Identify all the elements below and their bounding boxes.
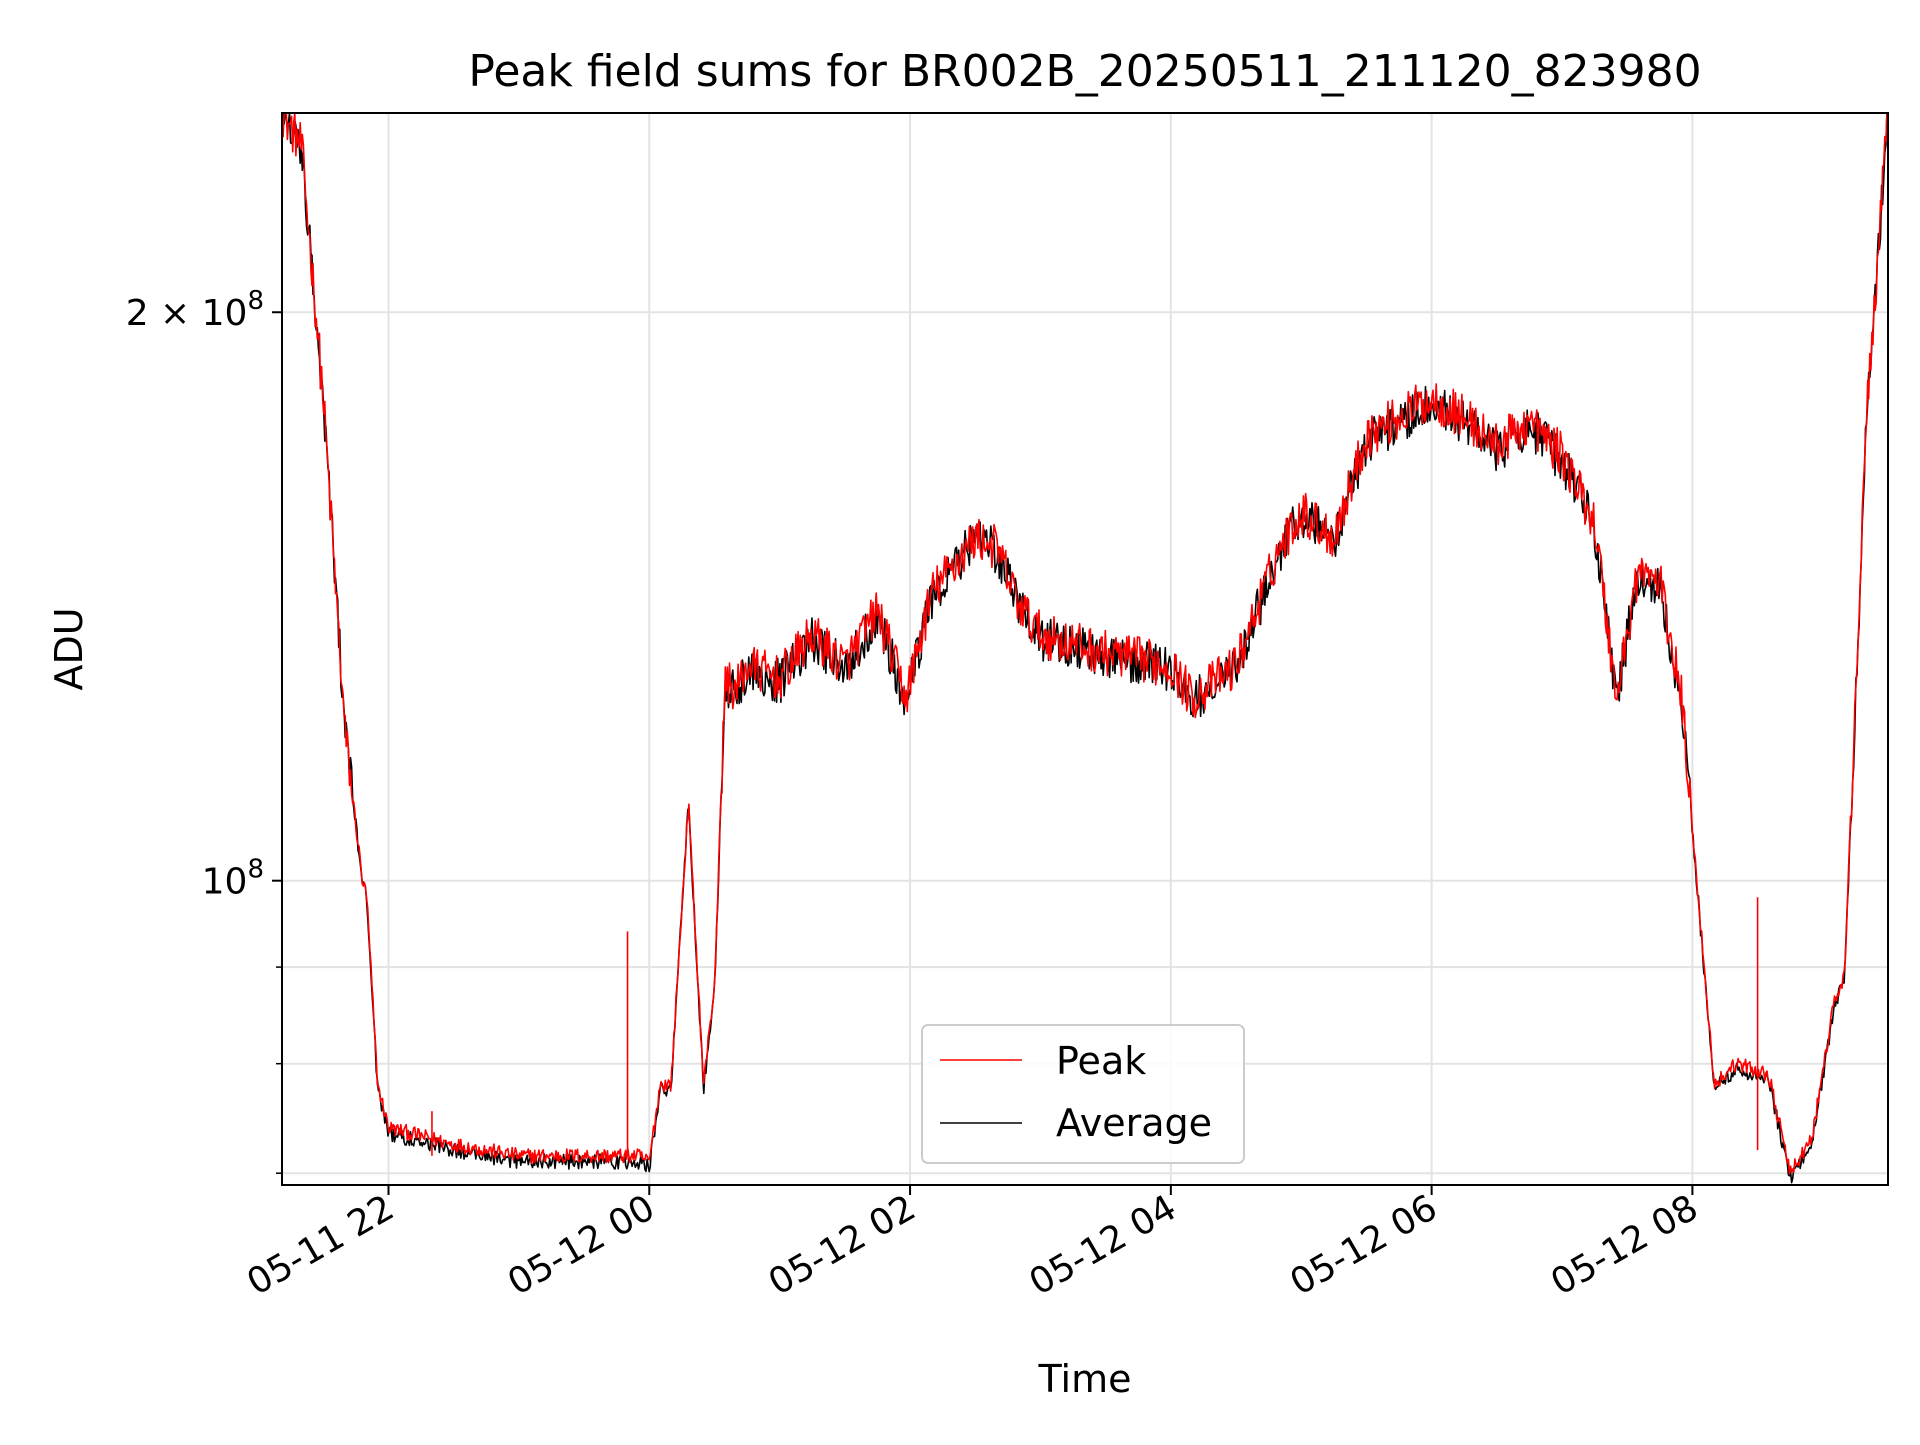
plot-area-frame <box>281 112 1889 1186</box>
series-line-average <box>281 112 1888 1184</box>
x-axis-label: Time <box>1038 1357 1132 1401</box>
series-line-peak <box>281 112 1889 1175</box>
legend-label-average: Average <box>1056 1101 1212 1145</box>
y-tick-label: 108 <box>202 855 264 903</box>
chart-title: Peak field sums for BR002B_20250511_2111… <box>468 46 1701 97</box>
y-tick-label: 2 × 108 <box>126 286 264 334</box>
legend-label-peak: Peak <box>1056 1039 1146 1083</box>
series-layer <box>281 112 1889 1184</box>
y-axis-label: ADU <box>47 607 91 690</box>
legend: Peak Average <box>921 1024 1245 1164</box>
